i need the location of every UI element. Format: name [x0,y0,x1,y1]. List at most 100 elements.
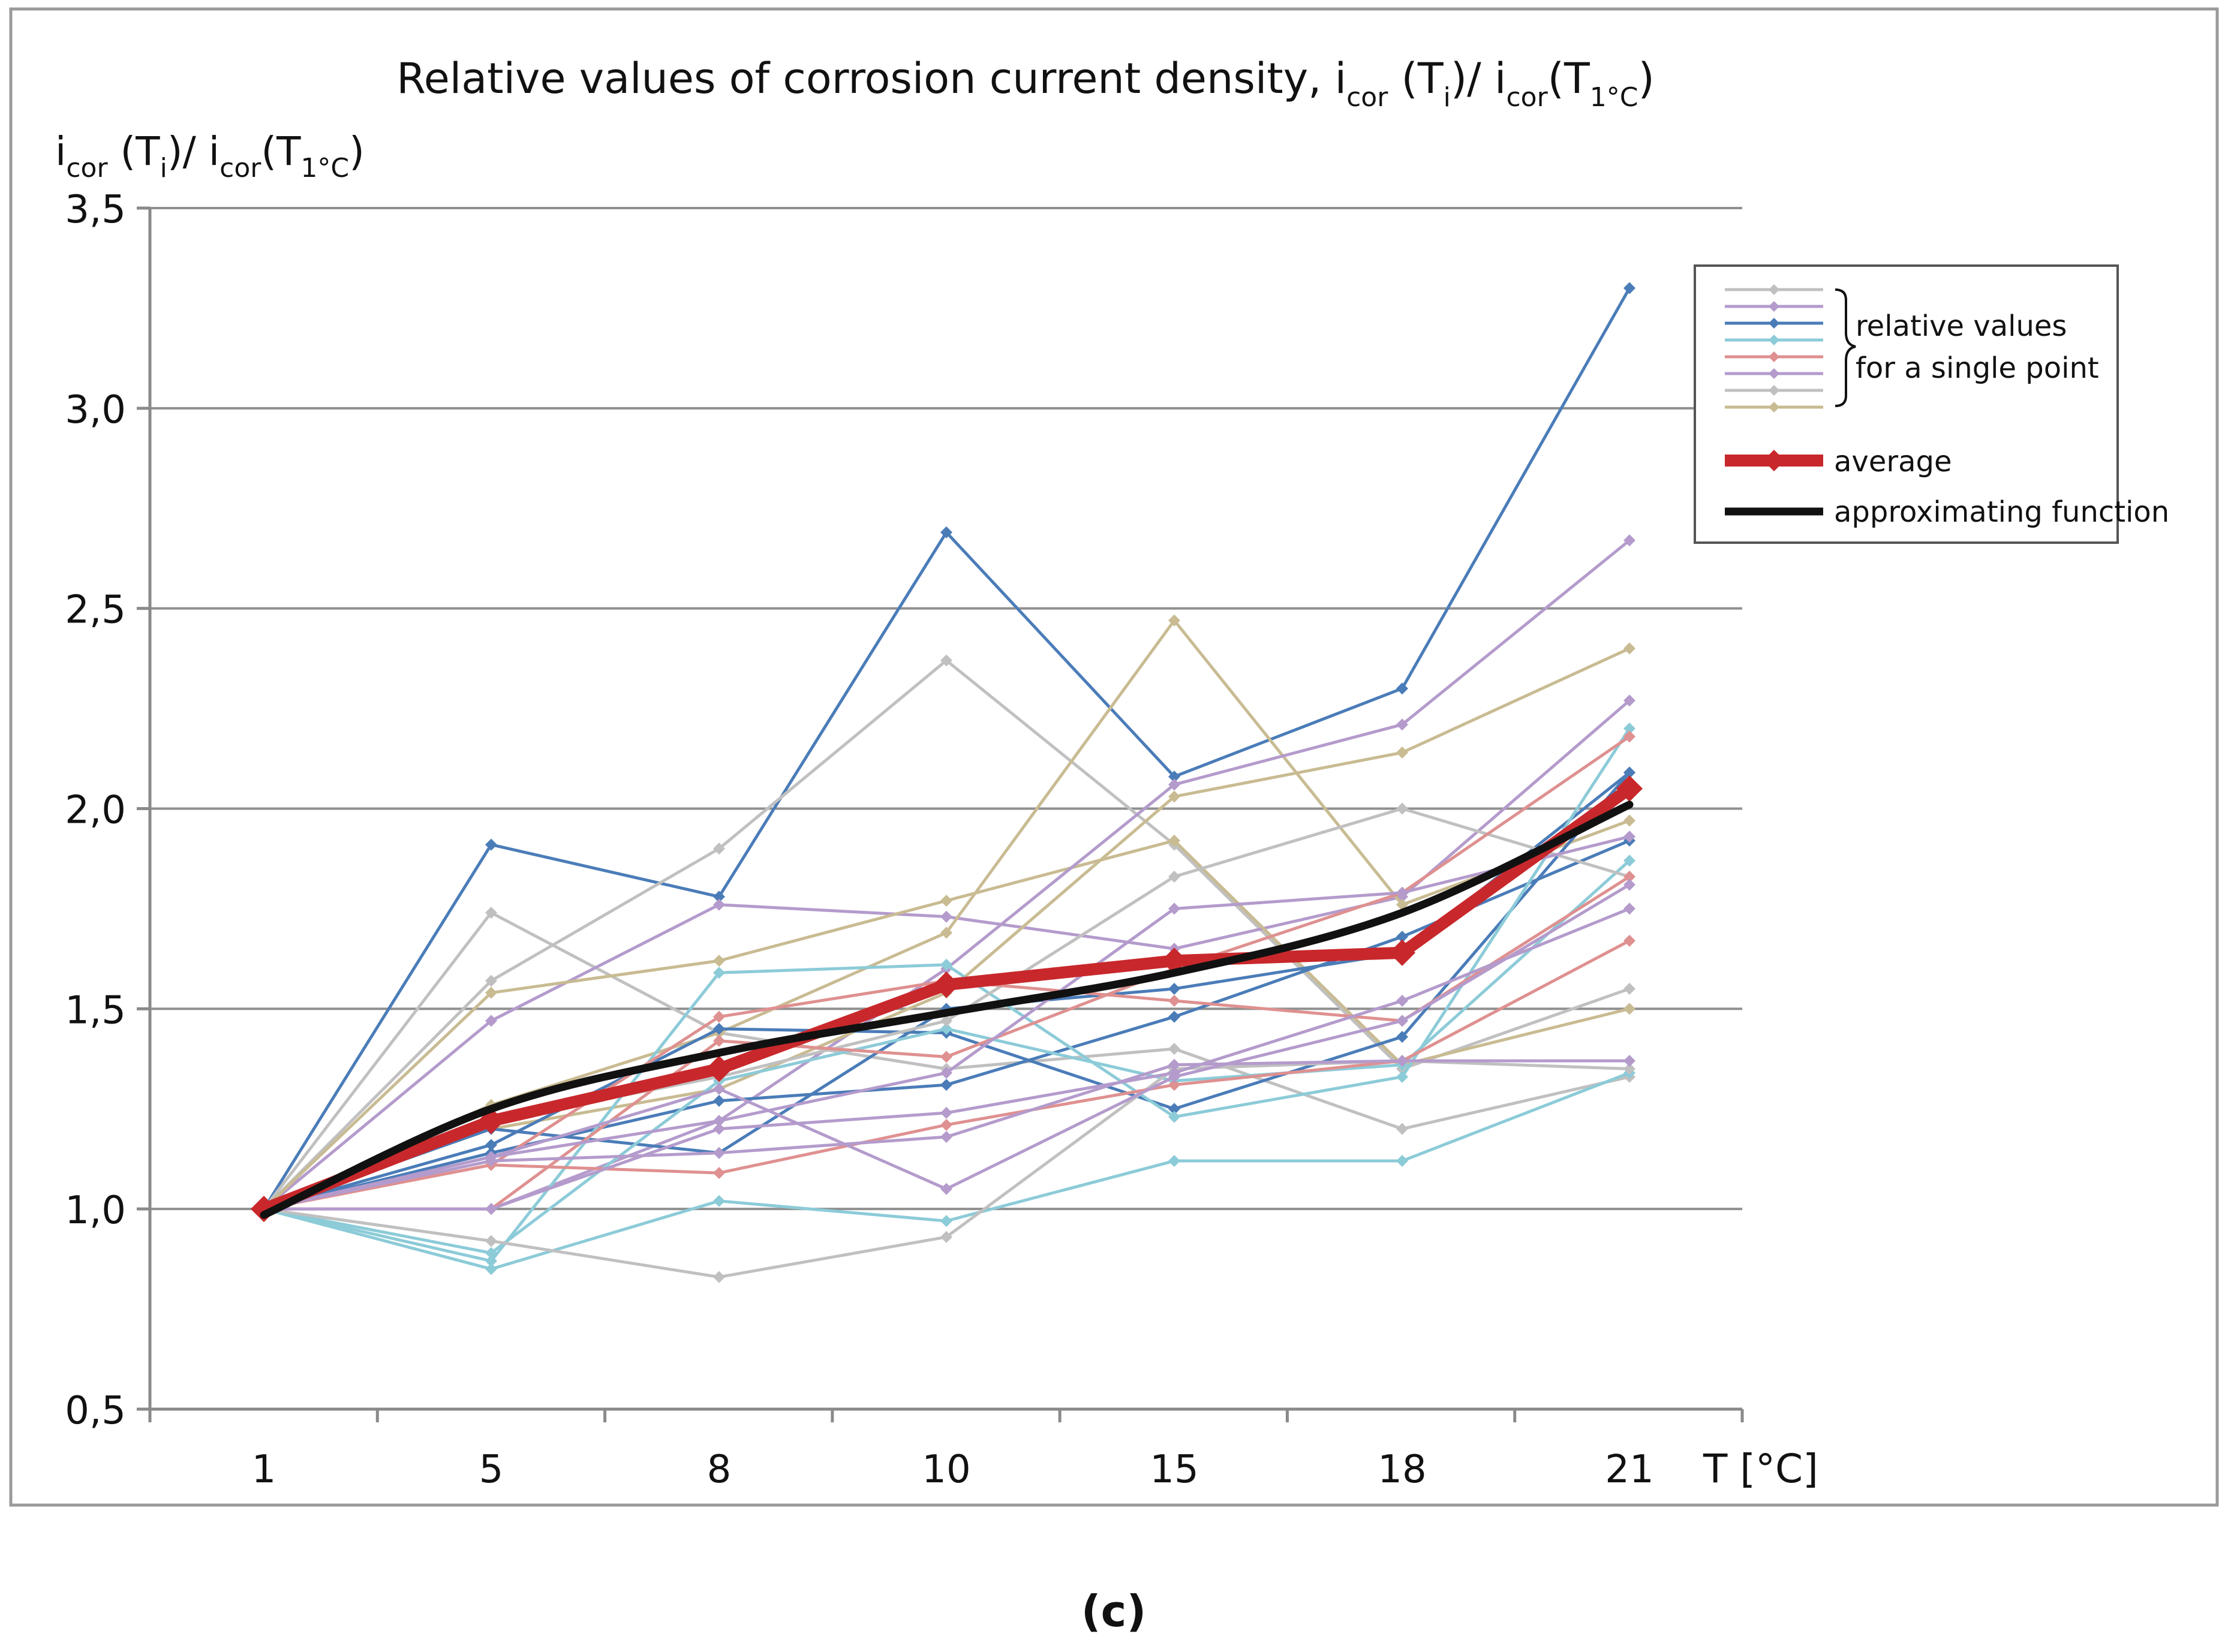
single-18-point-4 [1168,994,1180,1007]
single-22-point-5 [1396,1015,1408,1027]
single-12-point-1 [485,1254,497,1267]
single-10-point-5 [1396,931,1408,943]
single-1-point-1 [485,838,497,851]
single-21-point-2 [713,1147,725,1159]
single-13-point-5 [1396,1155,1408,1167]
single-4-point-1 [485,1015,497,1027]
chart-border [9,7,2219,1507]
single-23-point-4 [1168,902,1180,915]
single-9-point-2 [713,1022,725,1035]
legend-single-marker-1 [1769,301,1779,312]
single-1-point-5 [1396,682,1408,695]
single-6-point-4 [1168,614,1180,627]
y-tick-label-0: 0,5 [65,1389,126,1433]
single-12-point-5 [1396,1070,1408,1083]
legend-single-marker-4 [1769,351,1779,362]
legend-average-label: average [1834,445,1952,479]
single-19-point-2 [713,1034,725,1047]
single-23-point-6 [1623,830,1635,843]
single-19-point-6 [1623,730,1635,743]
single-5-point-4 [1168,834,1180,847]
single-6-point-3 [940,926,952,939]
legend-single-label-2: for a single point [1856,351,2099,385]
chart-title: Relative values of corrosion current den… [396,54,1655,113]
single-13-point-2 [713,1194,725,1207]
single-1-point-6 [1623,282,1635,294]
single-21-point-3 [940,1130,952,1143]
x-tick-label-0: 1 [252,1448,276,1492]
single-9-point-4 [1168,1103,1180,1115]
single-9-point-1 [485,1139,497,1151]
single-21-point-5 [1396,1055,1408,1067]
legend-single-marker-0 [1769,284,1779,295]
legend-single-marker-2 [1769,318,1779,329]
single-8-point-6 [1623,642,1635,655]
single-7-point-5 [1396,718,1408,731]
x-tick-label-5: 18 [1378,1448,1426,1492]
single-12-point-3 [940,958,952,971]
legend-single-marker-6 [1769,385,1779,396]
single-17-point-3 [940,1118,952,1131]
single-11-point-6 [1623,766,1635,779]
single-18-point-6 [1623,871,1635,883]
average-point-2 [706,1055,732,1082]
legend-single-marker-7 [1769,402,1779,413]
x-tick-label-3: 10 [922,1448,970,1492]
legend-single-marker-3 [1769,335,1779,345]
single-8-point-5 [1396,747,1408,759]
single-12-point-2 [713,967,725,979]
approx-line [260,801,1634,1219]
single-22-point-4 [1168,1070,1180,1083]
y-tick-label-3: 2,0 [65,789,126,833]
single-10-point-3 [940,1079,952,1091]
single-20-point-1 [485,1203,497,1215]
single-17-point-2 [713,1167,725,1179]
single-12-point-4 [1168,1111,1180,1123]
single-4-point-6 [1623,694,1635,707]
single-20-point-3 [940,1106,952,1119]
x-tick-label-1: 5 [479,1448,504,1492]
single-1-point-3 [940,526,952,538]
single-8-point-4 [1168,790,1180,803]
series-lines [251,282,1643,1283]
single-20-point-6 [1623,902,1635,915]
single-3-point-3 [940,654,952,667]
single-10-point-4 [1168,1010,1180,1023]
single-3-point-2 [713,842,725,855]
single-5-point-3 [940,895,952,907]
single-13-point-3 [940,1215,952,1227]
single-5-point-1 [485,986,497,999]
single-23-point-1 [485,1151,497,1163]
single-21-point-4 [1168,1058,1180,1071]
y-tick-label-2: 1,5 [65,988,126,1033]
x-tick-label-2: 8 [707,1448,732,1492]
single-1-point-2 [713,890,725,903]
y-axis-label: icor (Ti)/ icor(T1°C) [55,128,365,183]
average-point-5 [1389,939,1415,966]
average-point-3 [933,971,960,998]
y-tick-label-4: 2,5 [65,588,126,633]
single-11-point-4 [1168,982,1180,995]
single-17-point-4 [1168,1079,1180,1091]
single-14-point-3 [940,1022,952,1035]
single-7-point-6 [1623,534,1635,547]
gridlines [150,207,1742,1211]
single-14-point-1 [485,1247,497,1259]
single-16-point-3 [940,1015,952,1027]
series-single-23 [258,830,1635,1215]
single-22-point-2 [713,1082,725,1095]
single-3-point-1 [485,974,497,987]
y-tick-label-1: 1,0 [65,1188,126,1233]
series-average [251,775,1643,1223]
legend-single-marker-5 [1769,368,1779,379]
single-5-point-2 [713,955,725,967]
legend-brace [1835,288,1856,407]
single-2-point-4 [1168,1043,1180,1055]
x-tick-label-4: 15 [1150,1448,1198,1492]
single-14-point-6 [1623,854,1635,867]
single-6-point-6 [1623,814,1635,827]
x-axis-label: T [°C] [1703,1446,1818,1492]
single-13-point-4 [1168,1155,1180,1167]
single-21-point-6 [1623,1055,1635,1067]
